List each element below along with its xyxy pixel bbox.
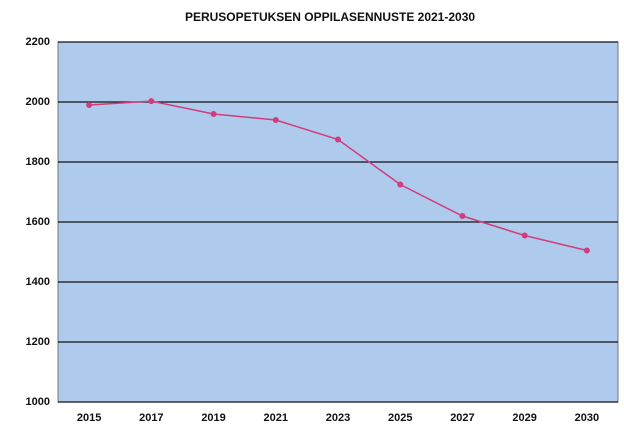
- x-tick-label: 2023: [326, 412, 350, 424]
- x-tick-label: 2021: [264, 412, 288, 424]
- y-tick-label: 1600: [26, 216, 50, 228]
- x-tick-label: 2017: [139, 412, 163, 424]
- data-point: [583, 247, 590, 254]
- data-point: [335, 136, 341, 143]
- y-tick-label: 1400: [26, 276, 50, 288]
- chart-title: PERUSOPETUKSEN OPPILASENNUSTE 2021-2030: [185, 10, 475, 24]
- x-tick-label: 2019: [201, 412, 225, 424]
- x-tick-label: 2030: [575, 412, 599, 424]
- data-point: [397, 181, 404, 188]
- data-point: [272, 117, 279, 123]
- y-tick-label: 2200: [26, 36, 50, 48]
- x-tick-label: 2029: [512, 412, 536, 424]
- data-point: [521, 232, 528, 239]
- x-tick-label: 2015: [77, 412, 101, 424]
- data-point: [459, 213, 466, 219]
- x-tick-label: 2025: [388, 412, 412, 424]
- data-point: [86, 102, 93, 108]
- y-tick-label: 1800: [26, 156, 50, 168]
- data-point: [148, 98, 155, 105]
- y-tick-label: 2000: [26, 96, 50, 108]
- y-tick-label: 1000: [26, 396, 50, 408]
- x-tick-label: 2027: [450, 412, 474, 424]
- y-tick-label: 1200: [26, 336, 50, 348]
- data-point: [210, 111, 217, 117]
